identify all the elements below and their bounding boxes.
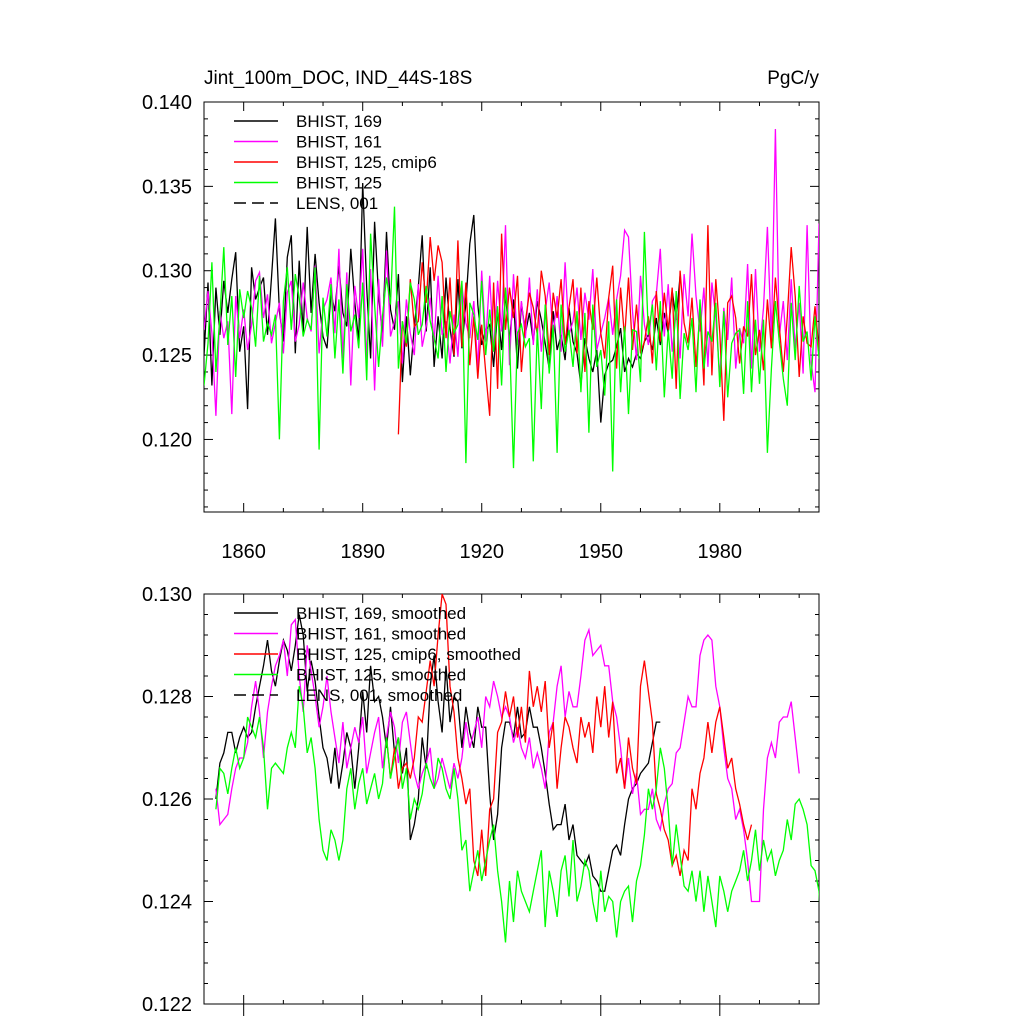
series-line-0 xyxy=(204,182,681,423)
bottom-panel: 0.122 0.124 0.126 0.128 0.130 BHIST, 169, smo… xyxy=(142,584,820,1016)
y-tick-label: 0.125 xyxy=(142,345,192,367)
y-tick-label: 0.120 xyxy=(142,429,192,451)
chart-title: Jint_100m_DOC, IND_44S-18S xyxy=(204,68,472,89)
y-tick-label: 0.128 xyxy=(142,687,192,709)
legend-label-2: BHIST, 125, cmip6 xyxy=(296,153,437,172)
series-line-3 xyxy=(215,686,819,943)
x-tick-label: 1980 xyxy=(698,541,743,563)
x-tick-label: 1890 xyxy=(340,541,385,563)
legend-label-4: LENS, 001, smoothed xyxy=(296,686,462,705)
legend-label-0: BHIST, 169, smoothed xyxy=(296,604,466,623)
legend-label-4: LENS, 001 xyxy=(296,194,378,213)
y-tick-label: 0.126 xyxy=(142,789,192,811)
series-line-3 xyxy=(204,206,819,472)
y-tick-label: 0.135 xyxy=(142,176,192,198)
x-tick-label: 1860 xyxy=(221,541,266,563)
x-tick-label: 1920 xyxy=(459,541,504,563)
legend-label-3: BHIST, 125 xyxy=(296,174,382,193)
legend-label-3: BHIST, 125, smoothed xyxy=(296,666,466,685)
y-tick-label: 0.130 xyxy=(142,584,192,606)
legend-label-2: BHIST, 125, cmip6, smoothed xyxy=(296,645,521,664)
legend-label-1: BHIST, 161, smoothed xyxy=(296,625,466,644)
y-tick-label: 0.140 xyxy=(142,92,192,114)
series-line-1 xyxy=(204,128,819,416)
legend-label-1: BHIST, 161 xyxy=(296,133,382,152)
y-tick-label: 0.124 xyxy=(142,892,192,914)
y-tick-label: 0.122 xyxy=(142,994,192,1016)
series-line-2 xyxy=(385,594,753,877)
units-label: PgC/y xyxy=(767,68,819,89)
top-panel: Jint_100m_DOC, IND_44S-18S PgC/y 0.120 0.12… xyxy=(142,68,820,563)
series-line-2 xyxy=(397,225,819,435)
plot-frame xyxy=(203,101,820,513)
legend-label-0: BHIST, 169 xyxy=(296,112,382,131)
series-line-1 xyxy=(215,617,800,903)
y-tick-label: 0.130 xyxy=(142,261,192,283)
x-tick-label: 1950 xyxy=(579,541,624,563)
